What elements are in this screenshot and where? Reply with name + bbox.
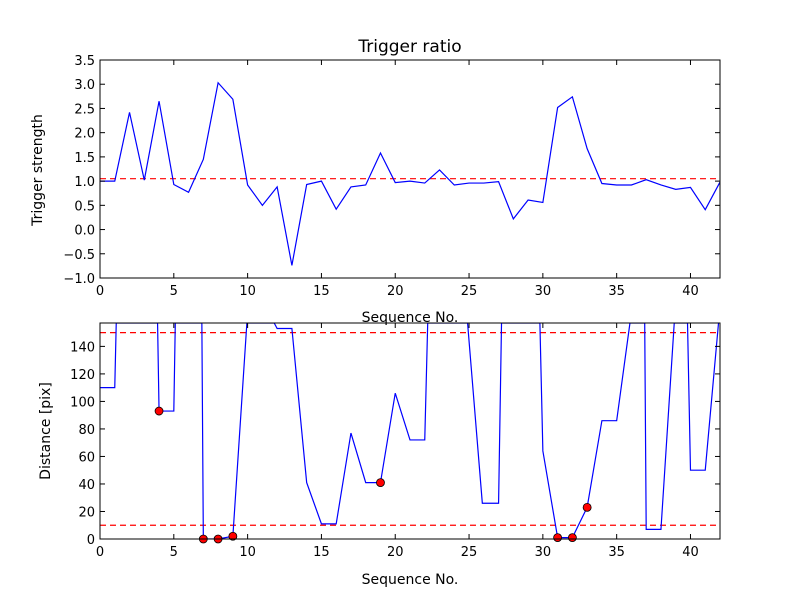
top-x-tick-label: 30 <box>535 284 552 299</box>
bottom-y-tick-label: 40 <box>78 478 95 493</box>
bottom-x-tick-label: 35 <box>608 545 625 560</box>
bottom-marker-7 <box>582 502 592 512</box>
top-y-tick-label: 2.0 <box>74 127 95 142</box>
bottom-y-tick-label: 60 <box>78 450 95 465</box>
bottom-marker-5 <box>553 533 563 543</box>
top-x-tick-label: 10 <box>239 284 256 299</box>
top-y-tick-label: 3.5 <box>74 54 95 69</box>
bottom-y-tick-label: 20 <box>78 505 95 520</box>
top-y-tick-label: 0.5 <box>74 199 95 214</box>
top-y-tick-label: 2.5 <box>74 102 95 117</box>
top-x-tick-label: 15 <box>313 284 330 299</box>
bottom-x-tick-label: 30 <box>535 545 552 560</box>
top-axes-frame <box>99 59 721 279</box>
bottom-y-tick-label: 140 <box>70 340 95 355</box>
bottom-series-line <box>100 323 720 539</box>
bottom-x-tick-label: 0 <box>96 545 104 560</box>
bottom-x-tick-label: 20 <box>387 545 404 560</box>
bottom-x-tick-label: 40 <box>682 545 699 560</box>
bottom-y-tick-label: 100 <box>70 395 95 410</box>
top-series-line <box>100 81 720 266</box>
top-y-tick-label: 0.0 <box>74 224 95 239</box>
top-y-tick-label: −1.0 <box>63 272 95 287</box>
top-y-tick-label: −0.5 <box>63 248 95 263</box>
top-y-tick-label: 1.5 <box>74 151 95 166</box>
bottom-chart: Sequence No. Distance [pix] 0 5 10 15 20 25 30… <box>38 322 721 588</box>
top-x-tick-label: 5 <box>170 284 178 299</box>
bottom-x-tick-label: 15 <box>313 545 330 560</box>
top-y-tick-label: 1.0 <box>74 175 95 190</box>
bottom-marker-6 <box>567 533 577 543</box>
top-y-axis-label: Trigger strength <box>30 114 46 227</box>
bottom-marker-4 <box>376 478 385 487</box>
top-x-tick-label: 35 <box>608 284 625 299</box>
bottom-x-tick-label: 10 <box>239 545 256 560</box>
top-x-axis-label: Sequence No. <box>362 310 459 326</box>
top-x-tick-label: 25 <box>461 284 478 299</box>
bottom-marker-0 <box>154 406 164 416</box>
chart-title: Trigger ratio <box>357 37 461 57</box>
bottom-marker-3 <box>228 531 238 541</box>
top-y-tick-label: 3.0 <box>74 78 95 93</box>
bottom-axes-frame <box>99 322 721 540</box>
bottom-y-tick-label: 120 <box>70 368 95 383</box>
top-x-tick-label: 20 <box>387 284 404 299</box>
top-chart: Trigger ratio Sequence No. Trigger stren… <box>30 37 721 326</box>
bottom-x-axis-label: Sequence No. <box>362 572 459 588</box>
top-x-tick-label: 40 <box>682 284 699 299</box>
bottom-y-axis-label: Distance [pix] <box>38 382 54 480</box>
bottom-y-tick-label: 80 <box>78 423 95 438</box>
bottom-x-tick-label: 25 <box>461 545 478 560</box>
top-x-tick-label: 0 <box>96 284 104 299</box>
bottom-y-tick-label: 0 <box>87 533 95 548</box>
bottom-x-tick-label: 5 <box>170 545 178 560</box>
